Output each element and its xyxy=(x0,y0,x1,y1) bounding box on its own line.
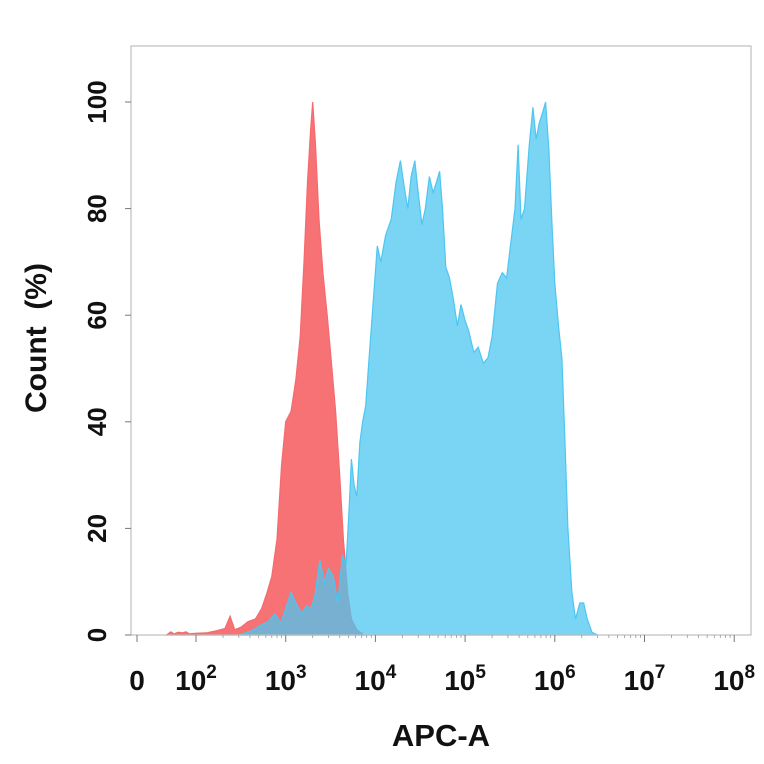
y-tick-label: 40 xyxy=(82,407,112,436)
x-tick-label: 107 xyxy=(624,662,666,696)
y-axis-title: Count (%) xyxy=(20,263,53,413)
y-tick-label: 100 xyxy=(82,80,112,123)
x-tick-label: 108 xyxy=(713,662,755,696)
x-tick-label: 105 xyxy=(444,662,486,696)
y-tick-label: 0 xyxy=(82,628,112,642)
x-tick-label: 104 xyxy=(355,662,397,696)
x-tick-label: 0 xyxy=(129,665,145,696)
x-tick-label: 106 xyxy=(534,662,576,696)
plot-frame xyxy=(130,45,752,636)
series-area-1 xyxy=(164,101,367,636)
y-tick-label: 60 xyxy=(82,301,112,330)
series-area-2 xyxy=(238,101,598,636)
series-layer xyxy=(164,101,598,636)
x-axis: 0 102 103 104 105 106 107 108 xyxy=(129,635,755,696)
x-tick-label: 103 xyxy=(265,662,307,696)
y-tick-label: 80 xyxy=(82,194,112,223)
y-tick-label: 20 xyxy=(82,514,112,543)
x-axis-title: APC-A xyxy=(392,718,490,753)
x-tick-label: 102 xyxy=(175,662,217,696)
y-axis: 0 20 40 60 80 100 xyxy=(82,80,131,642)
